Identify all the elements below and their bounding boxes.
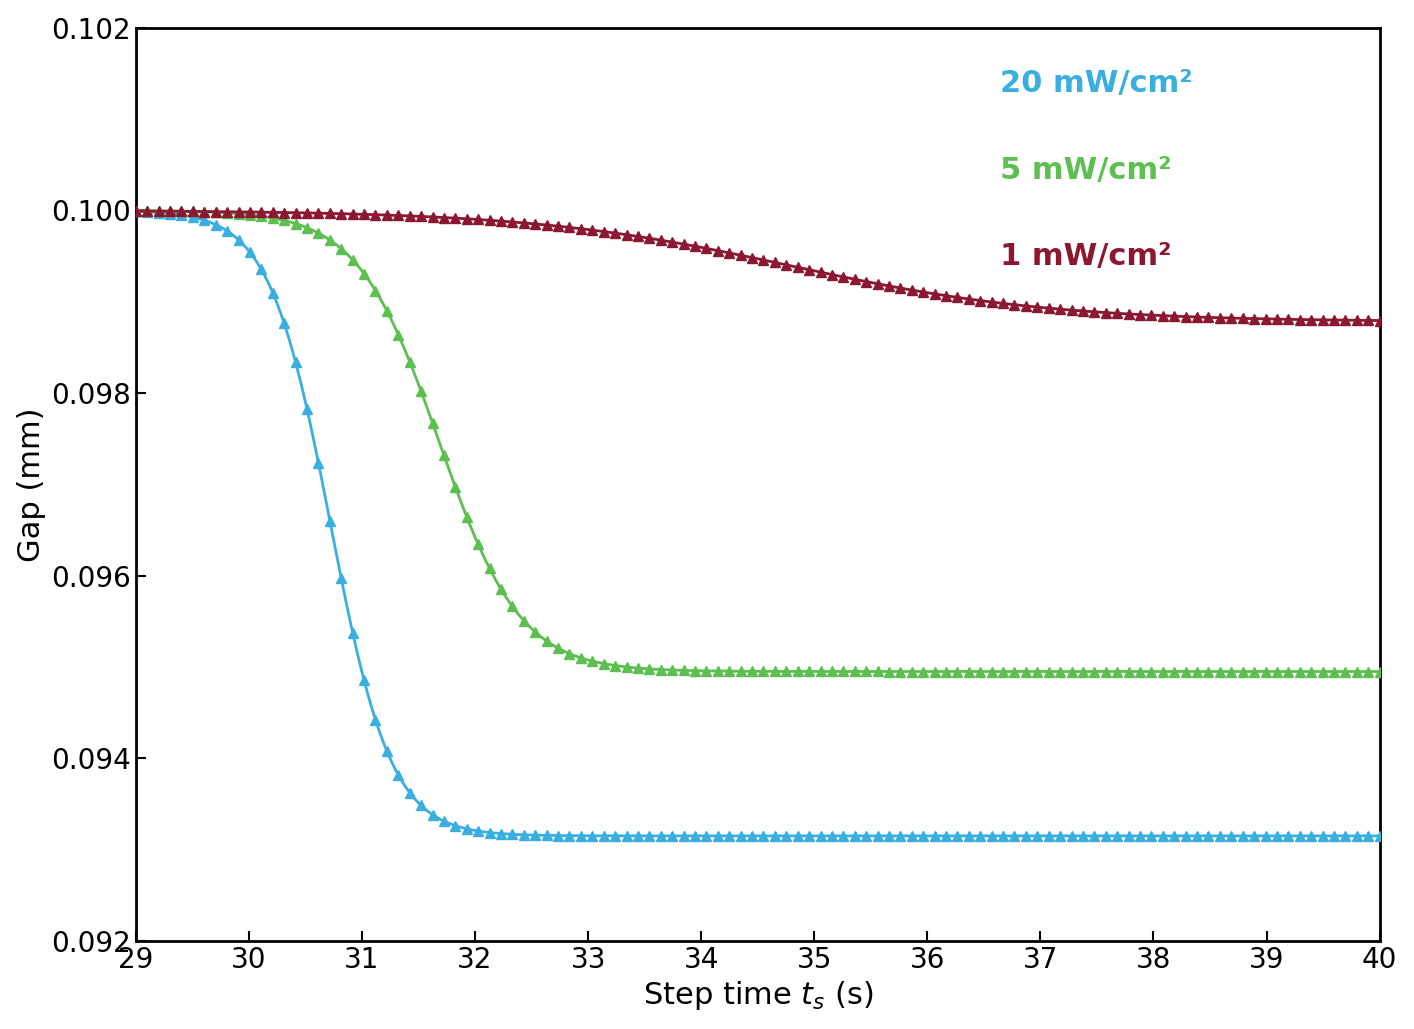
Text: 20 mW/cm²: 20 mW/cm² — [1000, 69, 1193, 98]
Text: 5 mW/cm²: 5 mW/cm² — [1000, 155, 1172, 184]
X-axis label: Step time $t_s$ (s): Step time $t_s$ (s) — [642, 980, 872, 1013]
Text: 1 mW/cm²: 1 mW/cm² — [1000, 242, 1172, 272]
Y-axis label: Gap (mm): Gap (mm) — [17, 407, 45, 562]
